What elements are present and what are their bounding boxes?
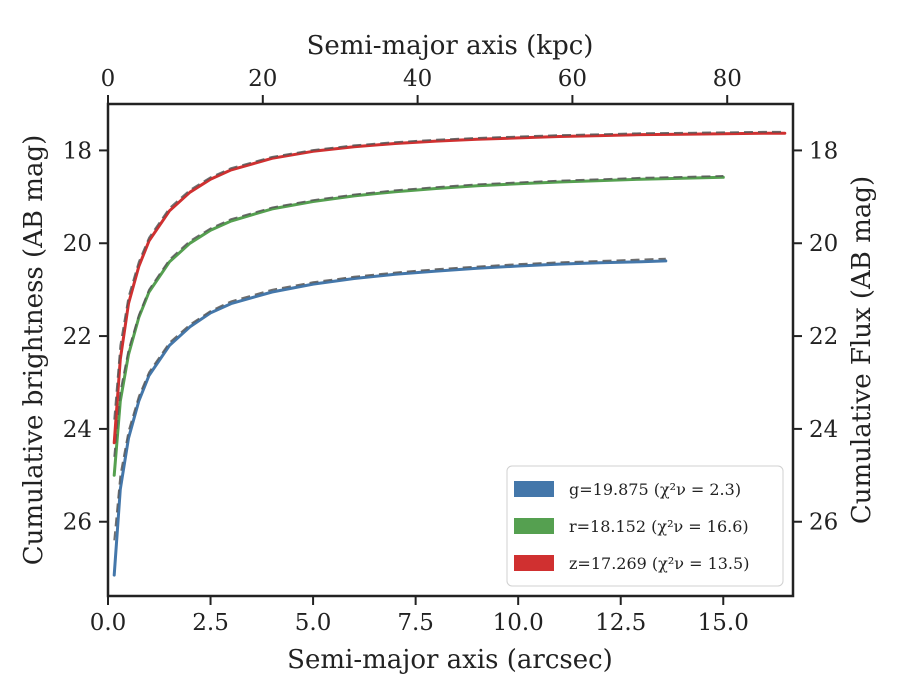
top-x-axis-title: Semi-major axis (kpc)	[307, 31, 594, 61]
x-tick-label: 7.5	[397, 610, 434, 636]
x-tick-label: 5.0	[295, 610, 332, 636]
legend-label-r=18.152: r=18.152 (χ²ν = 16.6)	[569, 517, 749, 536]
series-line-z=17.269	[112, 131, 787, 445]
y-axis-title: Cumulative brightness (AB mag)	[19, 135, 49, 566]
top-x-tick-label: 40	[403, 66, 432, 92]
top-x-tick-label: 60	[558, 66, 587, 92]
x-axis-title: Semi-major axis (arcsec)	[287, 645, 613, 675]
series-line-r=18.152	[112, 175, 725, 477]
y-tick-label: 18	[63, 138, 92, 164]
legend-swatch-r=18.152	[514, 518, 554, 534]
fit-line-g=19.875	[113, 257, 666, 541]
y-tick-label: 24	[63, 417, 92, 443]
x-tick-label: 15.0	[698, 610, 749, 636]
right-y-tick-label: 20	[809, 231, 838, 257]
right-y-tick-label: 22	[809, 324, 838, 350]
legend: g=19.875 (χ²ν = 2.3) r=18.152 (χ²ν = 16.6…	[506, 465, 784, 587]
y-tick-label: 26	[63, 510, 92, 536]
top-x-tick-label: 0	[101, 66, 116, 92]
series-layer	[112, 130, 787, 577]
x-tick-label: 0.0	[90, 610, 127, 636]
right-y-tick-label: 24	[809, 417, 838, 443]
legend-swatch-z=17.269	[514, 555, 554, 571]
right-y-axis-title: Cumulative Flux (AB mag)	[847, 176, 877, 524]
top-x-tick-label: 80	[713, 66, 742, 92]
plot-frame	[106, 102, 795, 598]
top-x-tick-label: 20	[248, 66, 277, 92]
x-tick-label: 12.5	[595, 610, 646, 636]
y-tick-label: 22	[63, 324, 92, 350]
legend-label-g=19.875: g=19.875 (χ²ν = 2.3)	[569, 480, 741, 499]
right-y-tick-label: 26	[809, 510, 838, 536]
x-tick-label: 2.5	[192, 610, 229, 636]
fit-line-r=18.152	[113, 175, 724, 457]
y-tick-label: 20	[63, 231, 92, 257]
x-tick-label: 10.0	[493, 610, 544, 636]
legend-label-z=17.269: z=17.269 (χ²ν = 13.5)	[569, 554, 749, 573]
legend-box	[506, 465, 784, 587]
right-y-tick-label: 18	[809, 138, 838, 164]
series-line-g=19.875	[112, 259, 668, 577]
legend-swatch-g=19.875	[514, 481, 554, 497]
ticks-layer: 0.0 2.5 5.0 7.5 10.0 12.5 15.0 0 20 40 60 80 18 18 20 2…	[63, 66, 839, 636]
fit-line-z=17.269	[113, 130, 785, 420]
